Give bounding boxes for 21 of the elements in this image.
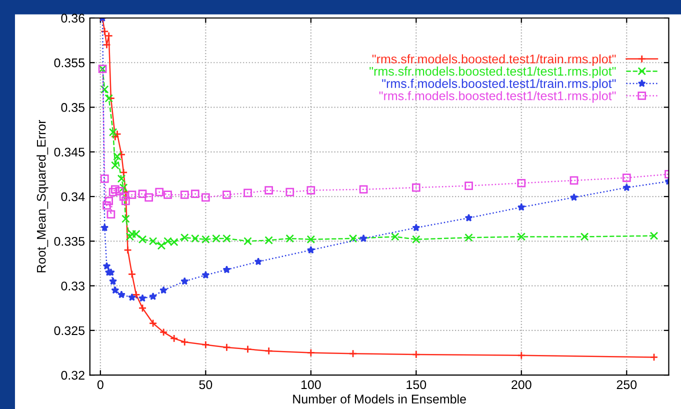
y-tick-label: 0.325 bbox=[54, 326, 85, 336]
legend-label: "rms.sfr.models.boosted.test1/train.rms.plot" bbox=[372, 54, 616, 66]
y-tick-label: 0.34 bbox=[61, 192, 85, 202]
y-tick-label: 0.33 bbox=[61, 282, 84, 290]
y-tick-label: 0.335 bbox=[54, 236, 85, 246]
y-tick-label: 0.355 bbox=[54, 58, 85, 68]
legend-label: "rms.sfr.models.boosted.test1/test1.rms.plot" bbox=[370, 66, 616, 78]
y-axis-title: Root_Mean_Squared_Error bbox=[36, 120, 48, 272]
x-tick-label: 50 bbox=[199, 380, 212, 390]
x-axis-title: Number of Models in Ensemble bbox=[293, 394, 466, 404]
x-tick-label: 150 bbox=[406, 380, 426, 390]
y-tick-label: 0.35 bbox=[61, 103, 85, 112]
x-tick-label: 100 bbox=[301, 380, 321, 390]
y-tick-label: 0.32 bbox=[61, 370, 84, 380]
y-tick-label: 0.345 bbox=[54, 148, 85, 157]
x-tick-label: 0 bbox=[97, 380, 104, 390]
x-tick-label: 200 bbox=[512, 380, 532, 390]
legend-label: "rms.f.models.boosted.test1/test1.rms.plot" bbox=[379, 91, 616, 103]
x-tick-label: 250 bbox=[616, 380, 637, 390]
legend-label: "rms.f.models.boosted.test1/train.rms.plot" bbox=[382, 78, 616, 90]
y-tick-label: 0.36 bbox=[61, 14, 84, 23]
